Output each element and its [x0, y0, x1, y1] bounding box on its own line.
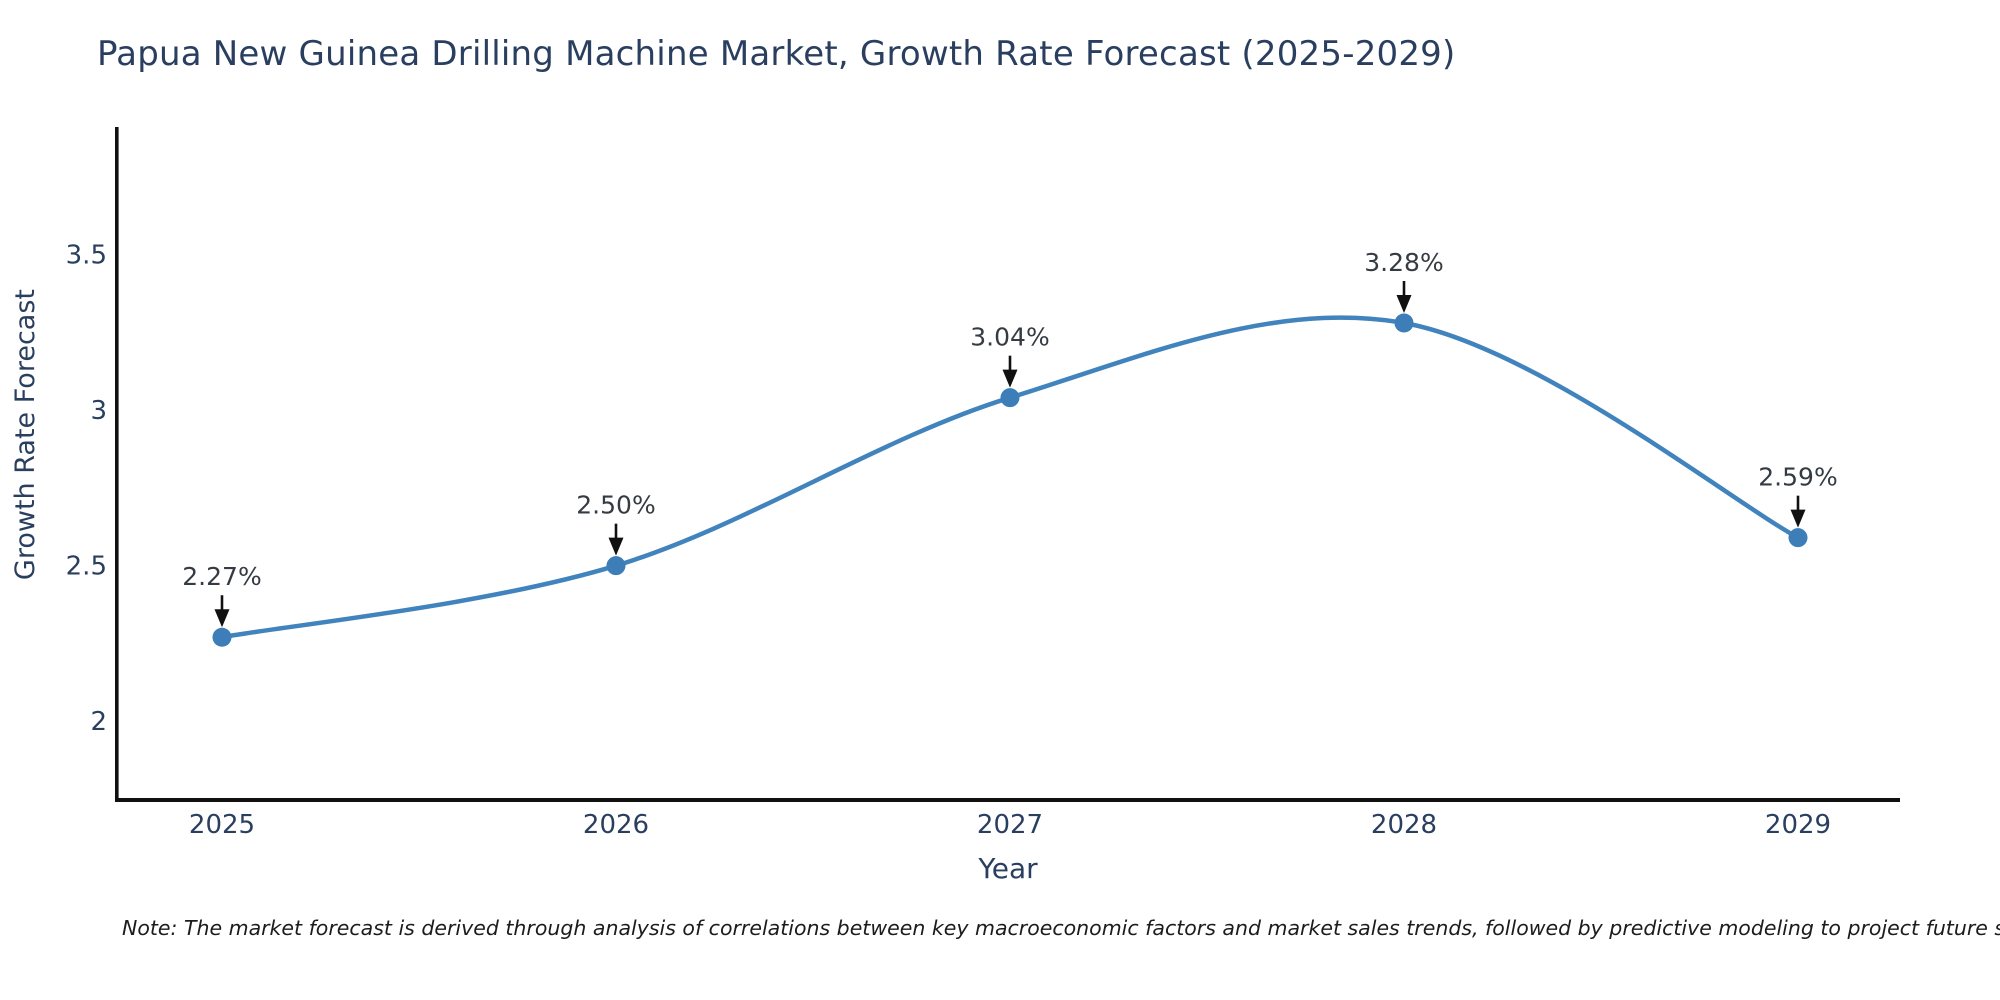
data-point-2026[interactable] — [606, 556, 626, 576]
annotation-arrow-head-2026 — [608, 537, 624, 556]
annotation-arrow-head-2028 — [1396, 295, 1412, 313]
annotation-arrow-head-2025 — [214, 609, 230, 628]
x-tick-label-2025: 2025 — [189, 810, 255, 840]
annotation-label-2029: 2.59% — [1758, 463, 1837, 492]
data-point-2027[interactable] — [1000, 388, 1020, 408]
annotation-label-2025: 2.27% — [182, 562, 261, 591]
annotation-label-2026: 2.50% — [576, 491, 655, 520]
data-point-2029[interactable] — [1788, 528, 1808, 548]
x-axis-title: Year — [978, 852, 1038, 885]
annotation-label-2028: 3.28% — [1364, 248, 1443, 277]
y-tick-label-2: 2 — [90, 707, 107, 737]
y-tick-label-3: 3 — [90, 396, 107, 426]
footnote: Note: The market forecast is derived thr… — [122, 916, 2000, 940]
annotation-arrow-head-2027 — [1002, 369, 1018, 388]
annotation-label-2027: 3.04% — [970, 323, 1049, 352]
x-tick-label-2028: 2028 — [1371, 810, 1437, 840]
y-tick-label-3.5: 3.5 — [66, 241, 107, 271]
x-tick-label-2029: 2029 — [1765, 810, 1831, 840]
data-point-2028[interactable] — [1394, 313, 1414, 333]
annotation-arrow-head-2029 — [1790, 509, 1806, 528]
x-axis-line — [115, 798, 1900, 802]
y-tick-label-2.5: 2.5 — [66, 552, 107, 582]
y-axis-line — [115, 127, 119, 802]
x-tick-label-2026: 2026 — [583, 810, 649, 840]
x-tick-label-2027: 2027 — [977, 810, 1043, 840]
chart-title: Papua New Guinea Drilling Machine Market… — [97, 34, 1456, 74]
data-point-2025[interactable] — [212, 627, 232, 647]
